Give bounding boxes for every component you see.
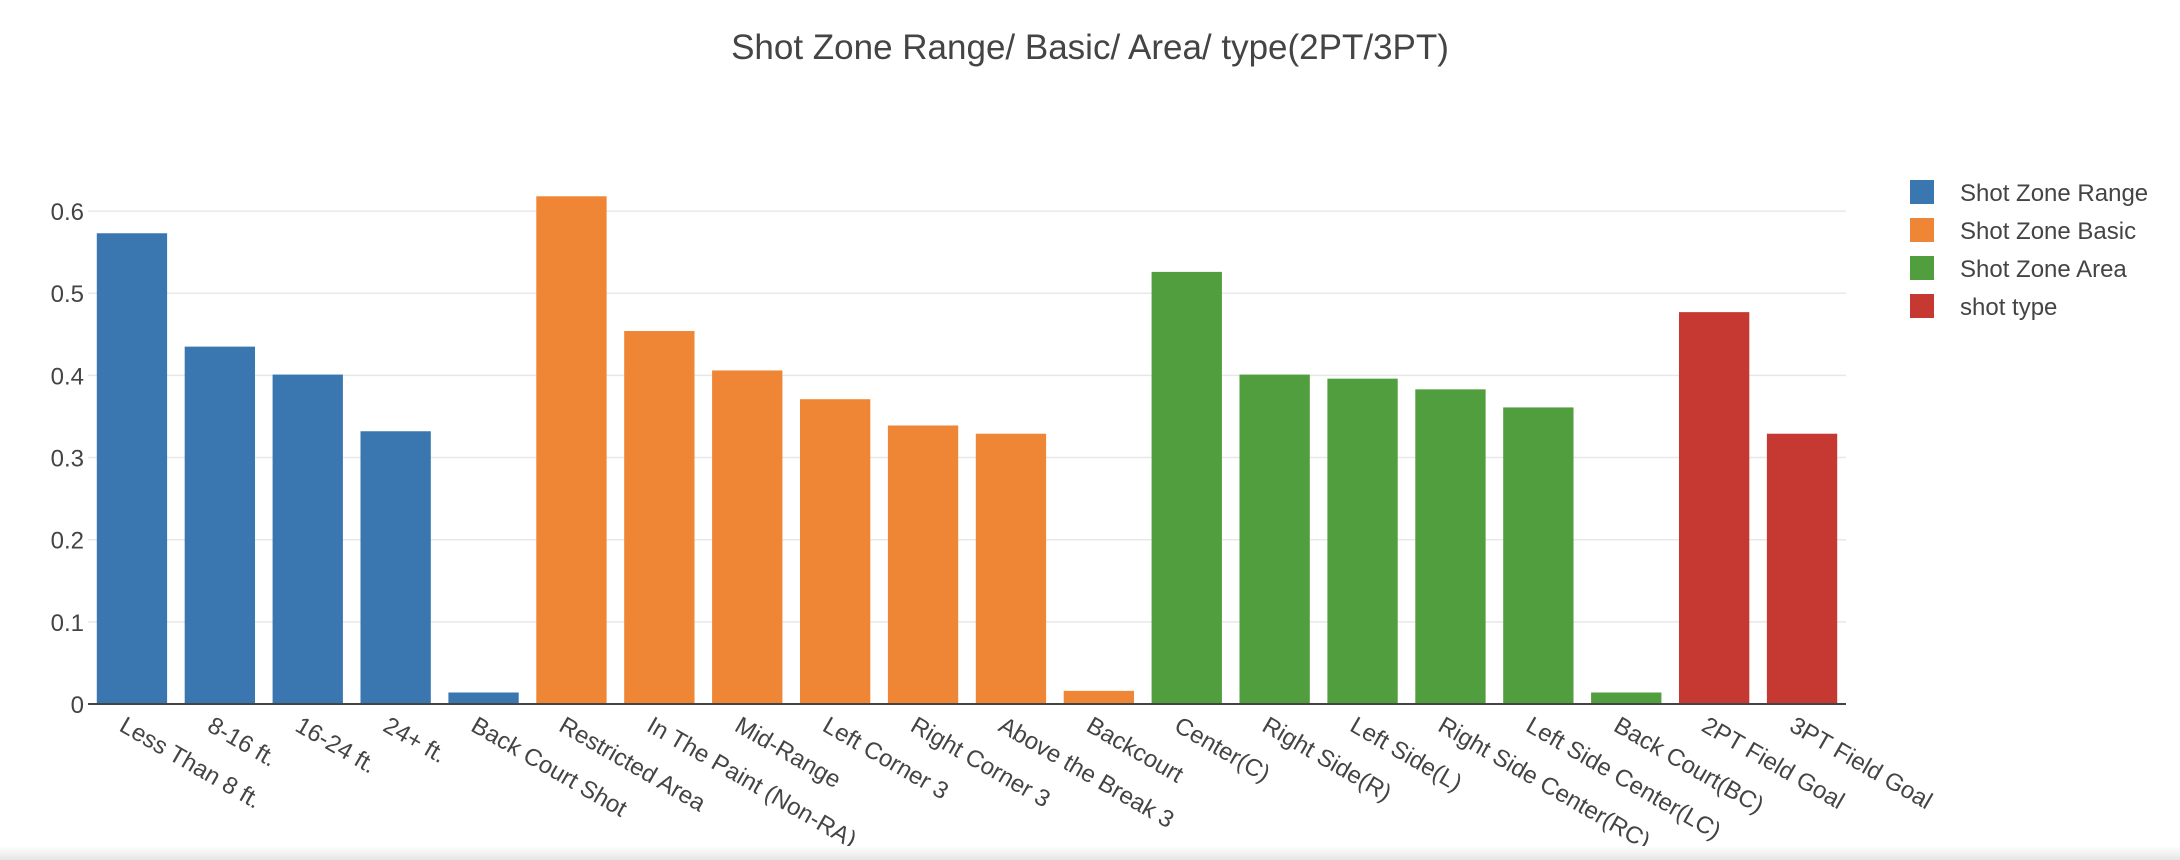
bars xyxy=(96,196,1838,704)
bar xyxy=(624,331,695,704)
x-tick-label: 16-24 ft. xyxy=(291,712,381,779)
bar xyxy=(1591,692,1662,704)
bar xyxy=(1415,389,1486,704)
x-tick-label: 3PT Field Goal xyxy=(1785,712,1937,815)
y-axis-ticks: 0 0.1 0.2 0.3 0.4 0.5 0.6 xyxy=(51,199,84,719)
bar xyxy=(1151,271,1222,704)
legend-swatch xyxy=(1910,294,1934,318)
y-tick-label: 0.1 xyxy=(51,610,84,637)
x-tick-label: Back Court Shot xyxy=(467,712,632,823)
bar xyxy=(1239,374,1310,704)
x-tick-label: Restricted Area xyxy=(554,712,710,818)
x-tick-label: Center(C) xyxy=(1170,712,1275,788)
y-tick-label: 0 xyxy=(71,692,84,719)
legend-swatch xyxy=(1910,256,1934,280)
y-tick-label: 0.5 xyxy=(51,281,84,308)
bar xyxy=(96,233,168,704)
y-tick-label: 0.3 xyxy=(51,446,84,473)
bar xyxy=(712,370,783,704)
bar xyxy=(272,374,343,704)
bar xyxy=(536,196,607,704)
legend: Shot Zone Range Shot Zone Basic Shot Zone … xyxy=(1910,180,2148,321)
bar xyxy=(1063,690,1135,704)
y-tick-label: 0.6 xyxy=(51,199,84,226)
y-tick-label: 0.4 xyxy=(51,363,84,390)
bar xyxy=(360,431,431,704)
bar xyxy=(887,425,959,704)
legend-label: Shot Zone Basic xyxy=(1960,218,2136,245)
y-gridlines xyxy=(88,210,1846,623)
legend-label: shot type xyxy=(1960,294,2057,321)
legend-label: Shot Zone Range xyxy=(1960,180,2148,207)
legend-swatch xyxy=(1910,180,1934,204)
bar xyxy=(975,433,1047,704)
x-tick-label: 24+ ft. xyxy=(379,712,451,769)
bar xyxy=(799,399,871,704)
bar xyxy=(448,692,519,704)
y-tick-label: 0.2 xyxy=(51,528,84,555)
bar xyxy=(1678,312,1750,704)
x-axis-ticks: Less Than 8 ft.8-16 ft. 16-24 ft.24+ ft. B… xyxy=(115,712,1937,855)
bar xyxy=(1503,407,1574,704)
bar xyxy=(1327,378,1398,704)
bottom-strip xyxy=(0,846,2180,860)
legend-label: Shot Zone Area xyxy=(1960,256,2127,283)
bar xyxy=(184,346,256,704)
chart-title: Shot Zone Range/ Basic/ Area/ type(2PT/3… xyxy=(731,28,1449,67)
legend-swatch xyxy=(1910,218,1934,242)
bar xyxy=(1766,433,1838,704)
